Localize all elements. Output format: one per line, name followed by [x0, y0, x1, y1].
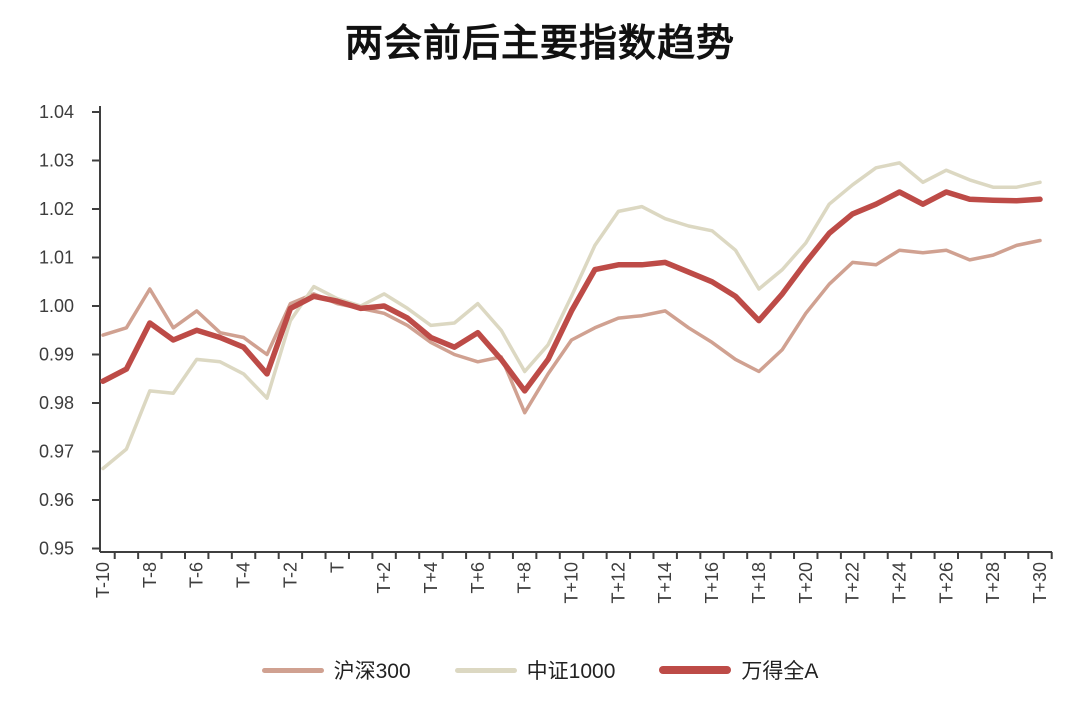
legend-label: 万得全A	[741, 660, 819, 683]
x-axis-tick-label: T+20	[796, 562, 816, 604]
legend-swatch	[659, 666, 732, 674]
legend-item-沪深300: 沪深300	[261, 655, 411, 685]
y-axis-tick-label: 1.00	[39, 296, 74, 316]
y-axis-tick-label: 1.01	[39, 248, 74, 268]
x-axis-tick-label: T+16	[702, 562, 722, 604]
legend-swatch	[261, 667, 324, 673]
y-axis-tick-label: 1.02	[39, 199, 74, 219]
x-axis-tick-label: T+4	[421, 562, 441, 594]
series-line-沪深300	[101, 238, 1042, 415]
y-axis-tick-label: 1.04	[39, 102, 74, 122]
legend-label: 沪深300	[333, 660, 411, 683]
legend-item-万得全A: 万得全A	[659, 655, 818, 685]
legend-swatch	[454, 667, 517, 673]
y-axis-tick-label: 1.03	[39, 151, 74, 171]
x-axis-tick-label: T+8	[515, 562, 535, 594]
chart-title: 两会前后主要指数趋势	[344, 23, 735, 65]
legend-label: 中证1000	[526, 660, 616, 683]
x-axis-tick-label: T+2	[374, 562, 394, 594]
series-line-万得全A	[100, 189, 1043, 394]
x-axis-tick-label: T-8	[140, 562, 160, 588]
x-axis-tick-label: T-4	[234, 562, 254, 588]
x-axis-tick-label: T	[327, 562, 347, 573]
x-axis-tick-label: T-2	[280, 562, 300, 588]
x-axis-tick-label: T+26	[936, 562, 956, 604]
y-axis-tick-label: 0.97	[39, 442, 74, 462]
x-axis-tick-label: T-6	[187, 562, 207, 588]
legend-item-中证1000: 中证1000	[454, 655, 616, 685]
chart-legend: 沪深300 中证1000 万得全A	[0, 655, 1080, 685]
x-axis-tick-label: T+22	[843, 562, 863, 604]
x-axis-tick-label: T-10	[93, 562, 113, 598]
y-axis-tick-label: 0.96	[39, 490, 74, 510]
y-axis-tick-label: 0.95	[39, 539, 74, 559]
x-axis-tick-label: T+30	[1030, 562, 1050, 604]
x-axis-tick-label: T+24	[889, 562, 909, 604]
x-axis-tick-label: T+28	[983, 562, 1003, 604]
x-axis-tick-label: T+6	[468, 562, 488, 594]
x-axis-tick-label: T+18	[749, 562, 769, 604]
series-line-中证1000	[101, 161, 1042, 471]
y-axis-tick-label: 0.98	[39, 393, 74, 413]
y-axis-tick-label: 0.99	[39, 345, 74, 365]
x-axis-tick-label: T+12	[608, 562, 628, 604]
x-axis-tick-label: T+10	[562, 562, 582, 604]
x-axis-tick-label: T+14	[655, 562, 675, 604]
